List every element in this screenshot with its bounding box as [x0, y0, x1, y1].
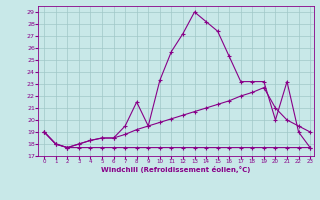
X-axis label: Windchill (Refroidissement éolien,°C): Windchill (Refroidissement éolien,°C): [101, 166, 251, 173]
